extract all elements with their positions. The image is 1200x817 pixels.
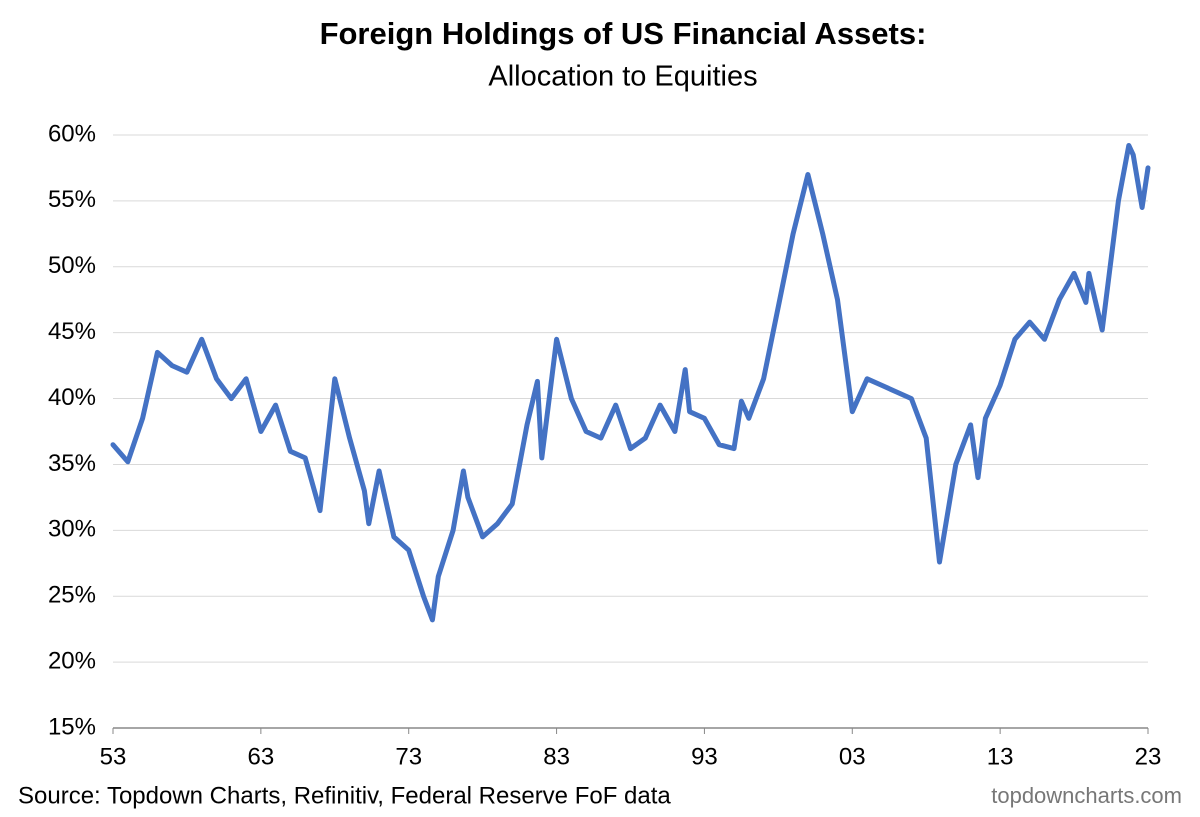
y-tick-label: 15%	[48, 713, 96, 740]
x-tick-label: 23	[1135, 743, 1162, 770]
y-tick-label: 20%	[48, 647, 96, 674]
x-tick-label: 13	[987, 743, 1014, 770]
x-tick-label: 03	[839, 743, 866, 770]
x-tick-label: 53	[100, 743, 127, 770]
y-tick-label: 50%	[48, 252, 96, 279]
chart-subtitle: Allocation to Equities	[488, 61, 757, 93]
y-tick-label: 45%	[48, 318, 96, 345]
source-note: Source: Topdown Charts, Refinitiv, Feder…	[18, 782, 671, 809]
x-tick-label: 93	[691, 743, 718, 770]
y-tick-label: 25%	[48, 582, 96, 609]
data-line	[110, 143, 1151, 623]
y-tick-label: 55%	[48, 186, 96, 213]
chart-title: Foreign Holdings of US Financial Assets:	[320, 16, 927, 51]
y-tick-label: 40%	[48, 384, 96, 411]
y-tick-label: 30%	[48, 516, 96, 543]
watermark: topdowncharts.com	[991, 783, 1182, 808]
y-tick-label: 60%	[48, 120, 96, 147]
y-tick-label: 35%	[48, 450, 96, 477]
x-tick-label: 73	[395, 743, 422, 770]
x-tick-label: 63	[248, 743, 275, 770]
x-tick-label: 83	[543, 743, 570, 770]
